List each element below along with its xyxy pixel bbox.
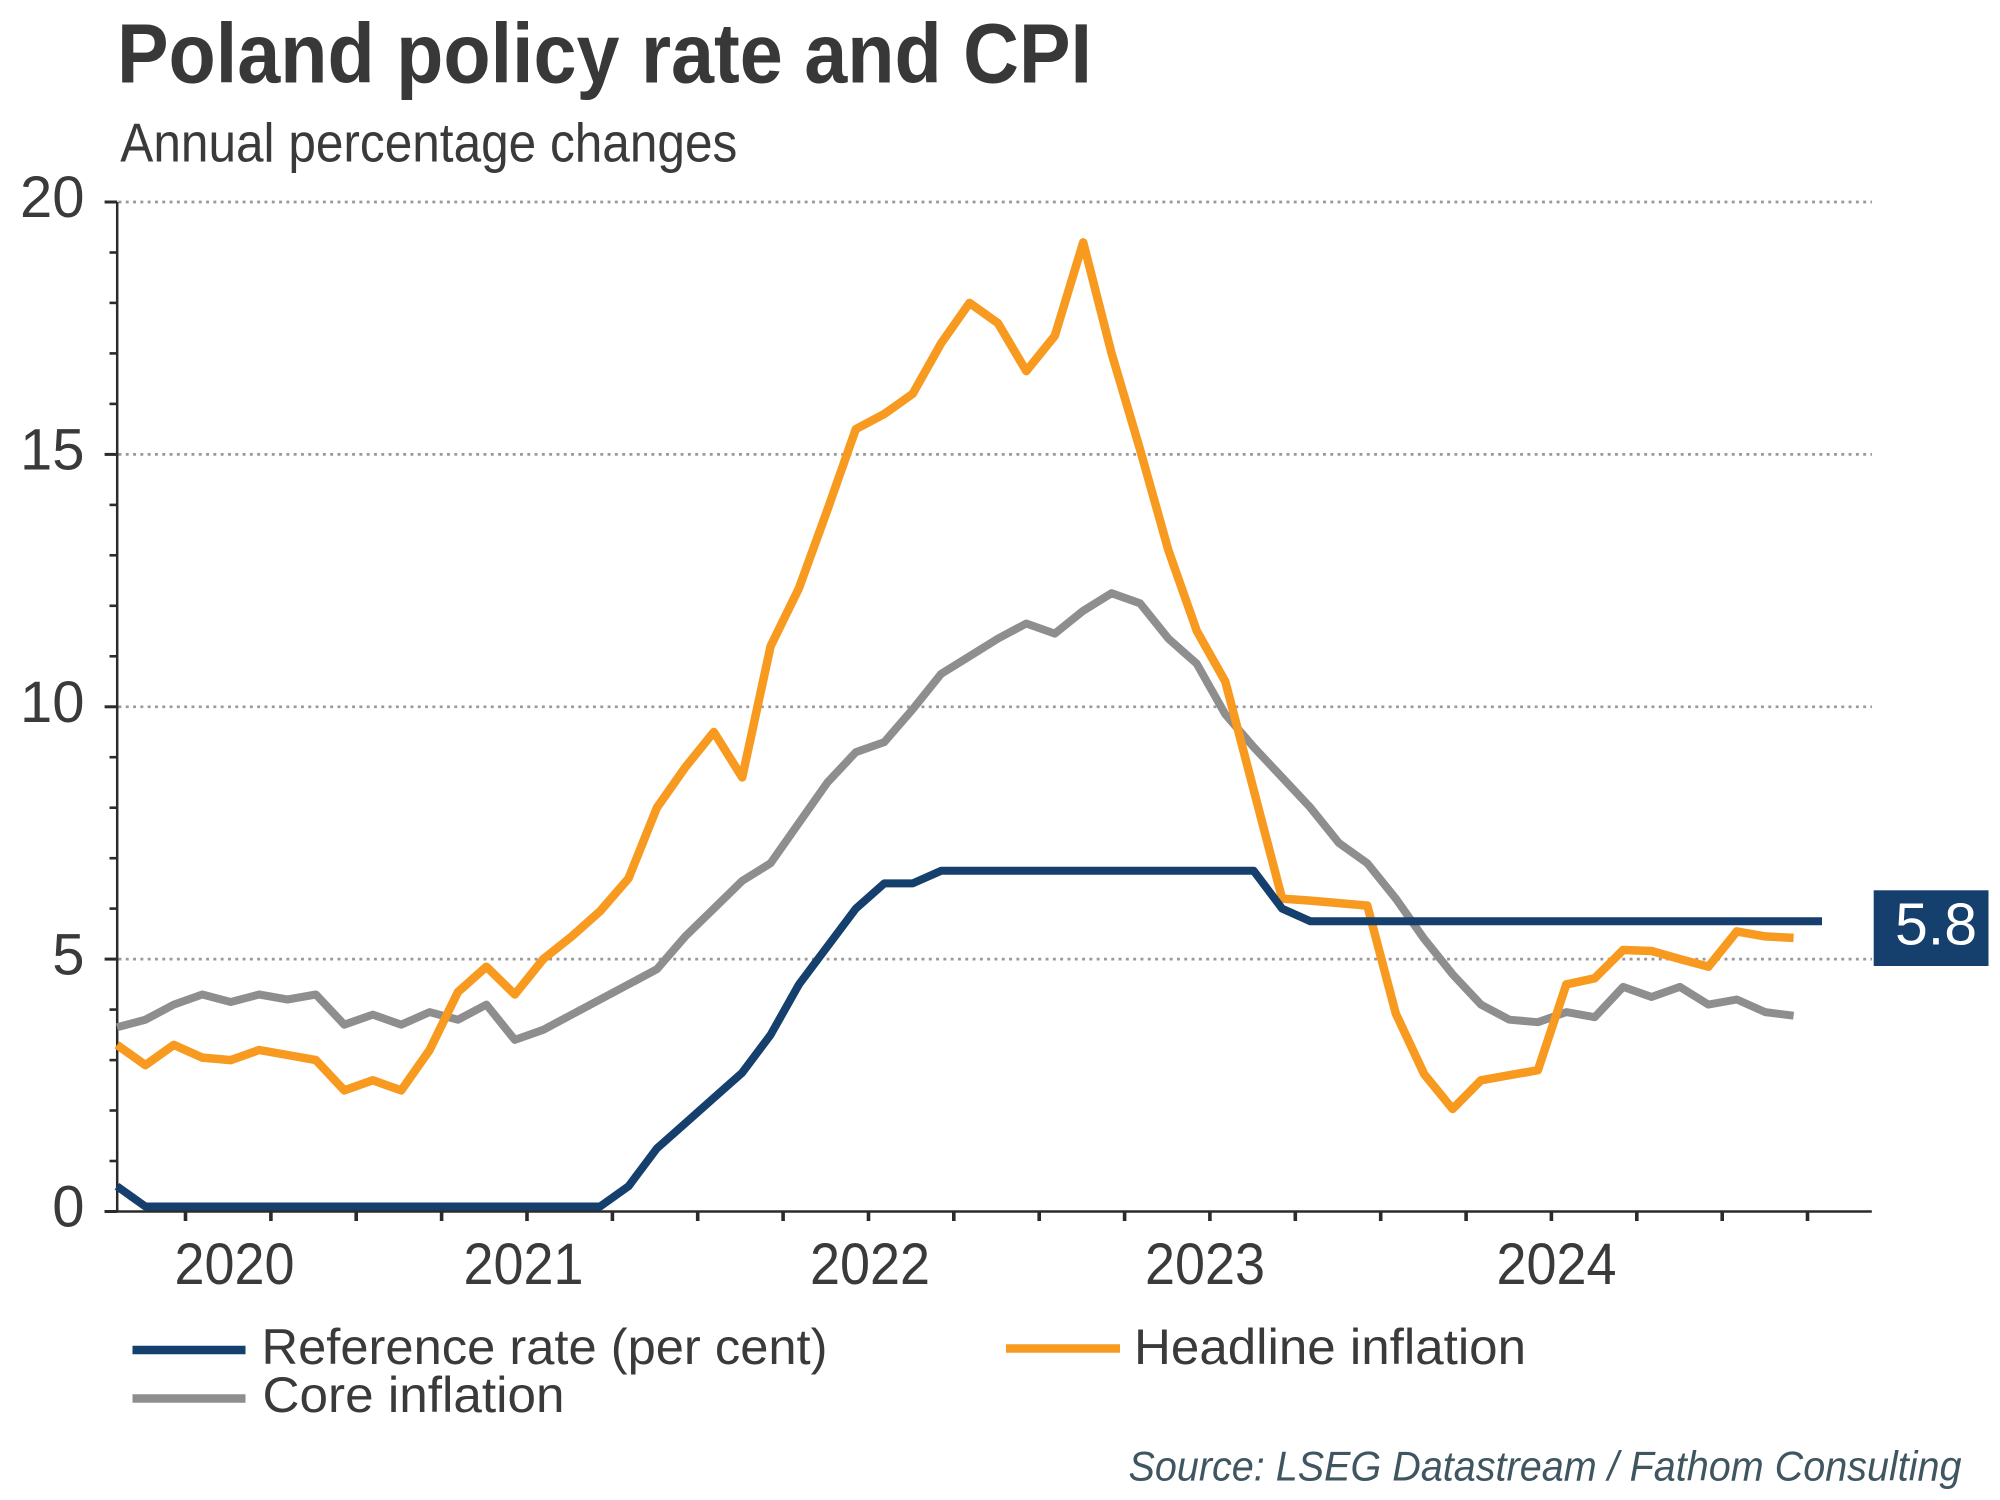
svg-text:Headline inflation: Headline inflation xyxy=(1134,1319,1526,1375)
svg-text:20: 20 xyxy=(20,165,85,230)
svg-text:2023: 2023 xyxy=(1145,1232,1265,1297)
svg-text:2024: 2024 xyxy=(1497,1232,1617,1297)
svg-text:5.8: 5.8 xyxy=(1895,892,1977,958)
svg-text:10: 10 xyxy=(20,670,85,735)
svg-text:2022: 2022 xyxy=(810,1232,930,1297)
svg-text:2020: 2020 xyxy=(175,1232,295,1297)
svg-text:15: 15 xyxy=(20,418,85,483)
svg-text:Annual percentage changes: Annual percentage changes xyxy=(120,112,737,174)
svg-text:Reference rate (per cent): Reference rate (per cent) xyxy=(262,1319,828,1375)
svg-text:Source: LSEG Datastream / Fath: Source: LSEG Datastream / Fathom Consult… xyxy=(1129,1443,1962,1490)
svg-text:2021: 2021 xyxy=(464,1232,584,1297)
svg-text:Poland policy rate and CPI: Poland policy rate and CPI xyxy=(117,7,1092,101)
svg-text:Core inflation: Core inflation xyxy=(263,1367,565,1423)
svg-text:5: 5 xyxy=(52,922,84,987)
svg-text:0: 0 xyxy=(52,1175,84,1240)
